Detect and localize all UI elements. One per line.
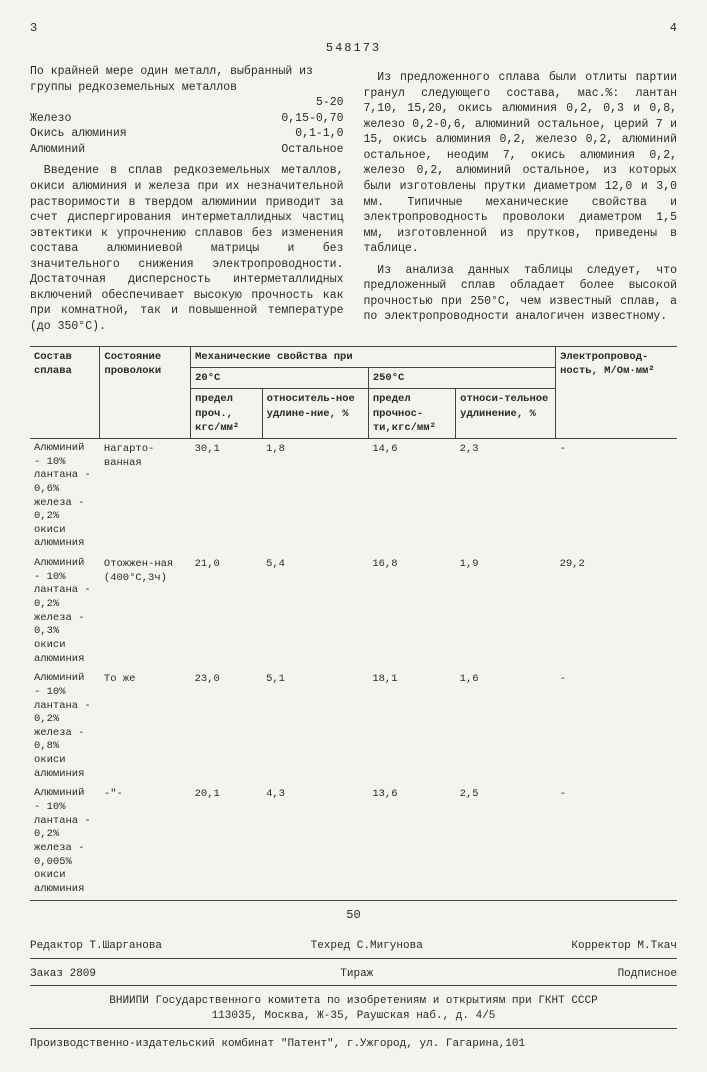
vniipi: ВНИИПИ Государственного комитета по изоб… — [30, 994, 677, 1009]
comp-intro: По крайней мере один металл, выбранный и… — [30, 64, 344, 95]
comp-row-1: Железо0,15-0,70 — [30, 111, 344, 127]
page-number-row: 3 4 — [30, 20, 677, 36]
techred: Техред С.Мигунова — [311, 939, 423, 954]
th-s1: предел проч., кгс/мм² — [191, 389, 262, 439]
th-comp: Состав сплава — [30, 347, 100, 439]
th-state: Состояние проволоки — [100, 347, 191, 439]
right-para2: Из анализа данных таблицы следует, что п… — [364, 263, 678, 325]
doc-number: 548173 — [30, 40, 677, 56]
left-para1: Введение в сплав редкоземельных металлов… — [30, 163, 344, 334]
th-mech: Механические свойства при — [191, 347, 556, 368]
th-s2: относитель-ное удлине-ние, % — [262, 389, 368, 439]
th-cond: Электропровод-ность, М/Ом·мм² — [556, 347, 677, 439]
table-row: Алюминий - 10% лантана - 0,6% железа - 0… — [30, 439, 677, 555]
th-250c: 250°С — [368, 368, 555, 389]
tirazh: Тираж — [340, 967, 373, 982]
table-row: Алюминий - 10% лантана - 0,2% железа - 0… — [30, 554, 677, 669]
right-para1: Из предложенного сплава были отлиты парт… — [364, 70, 678, 256]
comp-row-2: Окись алюминия0,1-1,0 — [30, 126, 344, 142]
footer-credits: Редактор Т.Шарганова Техред С.Мигунова К… — [30, 939, 677, 954]
left-column: По крайней мере один металл, выбранный и… — [30, 64, 344, 334]
left-page-num: 3 — [30, 20, 37, 36]
right-page-num: 4 — [670, 20, 677, 36]
editor: Редактор Т.Шарганова — [30, 939, 162, 954]
table-row: Алюминий - 10% лантана - 0,2% железа - 0… — [30, 784, 677, 900]
vniipi-addr: 113035, Москва, Ж-35, Раушская наб., д. … — [30, 1009, 677, 1024]
two-column-text: По крайней мере один металл, выбранный и… — [30, 64, 677, 334]
line-mark-50: 50 — [30, 907, 677, 923]
right-column: Из предложенного сплава были отлиты парт… — [364, 64, 678, 334]
th-s4: относи-тельное удлинение, % — [456, 389, 556, 439]
th-s3: предел прочнос-ти,кгс/мм² — [368, 389, 455, 439]
order: Заказ 2809 — [30, 967, 96, 982]
comp-row-0: 5-20 — [30, 95, 344, 111]
corrector: Корректор М.Ткач — [571, 939, 677, 954]
subscr: Подписное — [618, 967, 677, 982]
footer-order: Заказ 2809 Тираж Подписное — [30, 967, 677, 982]
table-row: Алюминий - 10% лантана - 0,2% железа - 0… — [30, 669, 677, 784]
footer: Редактор Т.Шарганова Техред С.Мигунова К… — [30, 939, 677, 1052]
prod-combine: Производственно-издательский комбинат "П… — [30, 1037, 677, 1052]
properties-table: Состав сплава Состояние проволоки Механи… — [30, 346, 677, 900]
comp-row-3: АлюминийОстальное — [30, 142, 344, 158]
th-20c: 20°С — [191, 368, 369, 389]
